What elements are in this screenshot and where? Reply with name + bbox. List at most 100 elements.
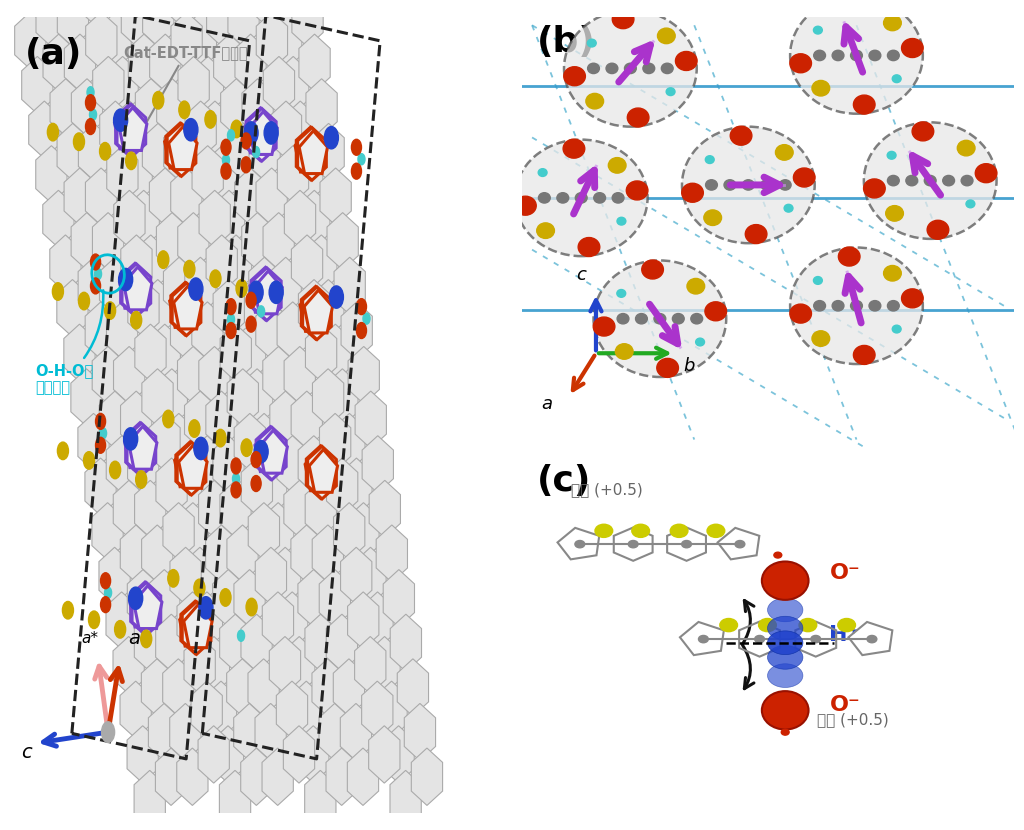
Polygon shape <box>191 681 222 739</box>
Polygon shape <box>99 257 131 315</box>
Circle shape <box>657 28 675 44</box>
Circle shape <box>184 119 198 141</box>
Polygon shape <box>99 547 130 604</box>
Ellipse shape <box>762 691 809 730</box>
Polygon shape <box>397 659 429 716</box>
Polygon shape <box>156 458 187 515</box>
Polygon shape <box>249 257 280 315</box>
Circle shape <box>110 461 121 479</box>
Polygon shape <box>305 448 334 491</box>
Circle shape <box>158 251 169 268</box>
Circle shape <box>537 223 554 238</box>
Circle shape <box>87 86 94 98</box>
Polygon shape <box>254 271 283 314</box>
Polygon shape <box>256 12 288 69</box>
Circle shape <box>682 127 815 243</box>
Circle shape <box>95 437 105 453</box>
Polygon shape <box>85 302 117 359</box>
Circle shape <box>887 151 896 159</box>
Polygon shape <box>63 325 95 382</box>
Polygon shape <box>184 391 216 448</box>
Text: Cat-EDT-TTF分子対: Cat-EDT-TTF分子対 <box>124 46 248 125</box>
Polygon shape <box>71 212 102 270</box>
Polygon shape <box>276 681 307 739</box>
Polygon shape <box>142 124 174 181</box>
Polygon shape <box>299 190 330 247</box>
Text: O-H-O型
水素結合: O-H-O型 水素結合 <box>35 290 103 395</box>
Polygon shape <box>309 450 338 492</box>
Circle shape <box>557 193 568 203</box>
Circle shape <box>869 300 881 311</box>
Circle shape <box>606 63 617 74</box>
Polygon shape <box>227 280 259 337</box>
Circle shape <box>163 410 174 427</box>
Polygon shape <box>284 346 315 404</box>
Polygon shape <box>99 391 130 448</box>
Circle shape <box>564 10 696 127</box>
Ellipse shape <box>762 561 809 600</box>
Circle shape <box>168 569 179 587</box>
Circle shape <box>88 611 99 628</box>
Polygon shape <box>326 748 357 805</box>
Circle shape <box>779 180 792 190</box>
Circle shape <box>864 122 996 239</box>
Circle shape <box>662 63 673 74</box>
Circle shape <box>563 139 585 159</box>
Polygon shape <box>106 436 137 493</box>
Polygon shape <box>179 603 208 646</box>
Circle shape <box>616 290 626 297</box>
Polygon shape <box>212 725 244 784</box>
Polygon shape <box>128 280 159 337</box>
Polygon shape <box>150 34 181 91</box>
Polygon shape <box>270 101 302 159</box>
Polygon shape <box>172 283 201 335</box>
Circle shape <box>813 27 822 34</box>
Polygon shape <box>220 79 252 136</box>
Polygon shape <box>249 413 280 471</box>
Polygon shape <box>307 447 336 499</box>
Circle shape <box>759 618 776 632</box>
Polygon shape <box>129 584 158 627</box>
Polygon shape <box>121 235 153 292</box>
Polygon shape <box>128 34 160 91</box>
Polygon shape <box>248 503 280 560</box>
Text: (a): (a) <box>26 37 83 71</box>
Polygon shape <box>220 481 251 538</box>
Circle shape <box>706 180 718 190</box>
Circle shape <box>62 602 74 619</box>
Circle shape <box>691 314 702 324</box>
Circle shape <box>57 442 69 460</box>
Circle shape <box>654 314 666 324</box>
Polygon shape <box>191 436 223 493</box>
Polygon shape <box>22 56 53 114</box>
Circle shape <box>135 471 146 488</box>
Polygon shape <box>156 748 186 805</box>
Polygon shape <box>134 770 165 828</box>
Circle shape <box>85 119 95 134</box>
Polygon shape <box>292 235 323 292</box>
Circle shape <box>95 413 105 429</box>
Polygon shape <box>227 525 258 583</box>
Polygon shape <box>285 190 315 247</box>
Circle shape <box>851 300 862 311</box>
Polygon shape <box>71 369 102 426</box>
Polygon shape <box>193 146 223 203</box>
Polygon shape <box>285 101 315 159</box>
Circle shape <box>682 540 691 548</box>
Polygon shape <box>278 302 308 359</box>
Polygon shape <box>219 770 251 828</box>
Polygon shape <box>278 146 308 203</box>
Polygon shape <box>29 101 60 159</box>
Circle shape <box>612 10 634 29</box>
Polygon shape <box>301 286 330 339</box>
Polygon shape <box>327 369 358 426</box>
Text: 電子 (+0.5): 電子 (+0.5) <box>817 712 889 727</box>
Polygon shape <box>214 34 245 91</box>
Polygon shape <box>390 770 421 828</box>
Ellipse shape <box>768 631 803 655</box>
Polygon shape <box>256 168 288 226</box>
Circle shape <box>131 311 141 329</box>
Polygon shape <box>305 325 337 382</box>
Polygon shape <box>164 0 196 25</box>
Circle shape <box>210 270 221 287</box>
